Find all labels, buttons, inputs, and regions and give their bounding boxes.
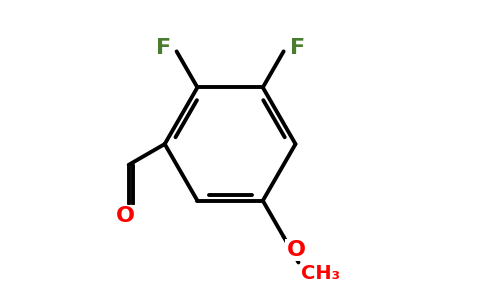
Text: CH₃: CH₃	[302, 264, 340, 283]
Text: F: F	[155, 38, 171, 58]
Text: F: F	[289, 38, 305, 58]
Text: O: O	[116, 206, 135, 226]
Text: O: O	[287, 240, 305, 260]
